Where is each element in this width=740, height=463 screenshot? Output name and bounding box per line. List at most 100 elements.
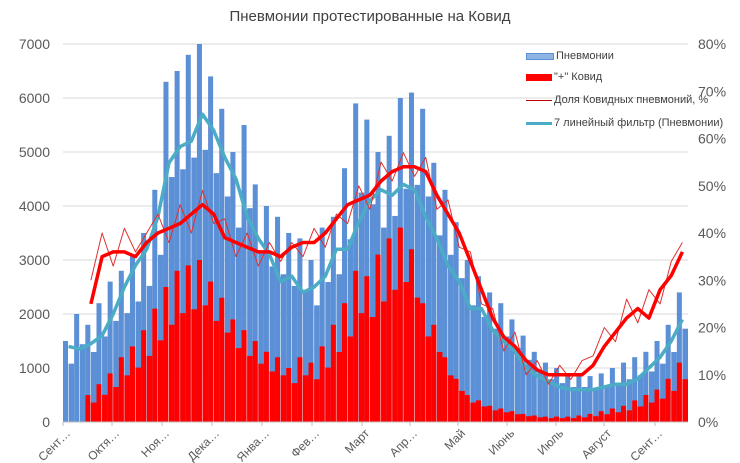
legend-label: Пневмонии — [556, 50, 614, 62]
covid-bar — [475, 400, 481, 422]
pneumonia-bar — [632, 357, 638, 422]
covid-bar — [626, 410, 633, 422]
pneumonia-bar — [291, 285, 298, 422]
left-tick-label: 6000 — [19, 90, 50, 106]
x-tick-label: Октя… — [85, 426, 122, 463]
covid-bar — [520, 413, 526, 422]
covid-bar — [319, 346, 325, 422]
left-tick-label: 1000 — [19, 360, 50, 376]
pneumonia-bar — [325, 282, 331, 422]
covid-bar — [464, 395, 470, 422]
pneumonia-bar — [308, 260, 314, 422]
pneumonia-bar — [230, 152, 236, 422]
right-tick-label: 80% — [698, 36, 726, 52]
covid-bar — [107, 373, 113, 422]
legend-label: 7 линейный фильтр (Пневмонии) — [554, 117, 724, 129]
pneumonia-bar — [152, 189, 158, 422]
covid-bar — [308, 362, 314, 422]
pneumonia-bar — [425, 196, 432, 422]
covid-bar — [291, 383, 298, 422]
covid-bar — [581, 417, 588, 422]
covid-bar — [135, 367, 142, 422]
right-tick-label: 30% — [698, 272, 726, 288]
covid-bar — [542, 416, 548, 422]
covid-bar — [275, 357, 281, 422]
pneumonia-bar — [526, 359, 532, 422]
pneumonia-bar — [559, 383, 566, 422]
pneumonia-bar — [330, 216, 336, 422]
covid-bar — [342, 303, 348, 422]
covid-bar — [559, 418, 566, 422]
covid-bar — [386, 238, 392, 422]
pneumonia-bar — [85, 324, 91, 422]
x-tick-label: Июль — [535, 426, 567, 458]
covid-bar — [498, 408, 504, 422]
pneumonia-bar — [275, 216, 281, 422]
covid-bar — [487, 405, 493, 422]
pneumonia-bar — [621, 362, 627, 422]
pneumonia-bar — [241, 125, 247, 422]
covid-bar — [604, 414, 610, 422]
right-tick-label: 60% — [698, 131, 726, 147]
pneumonia-bar — [498, 303, 504, 422]
pneumonia-bar — [503, 336, 510, 422]
covid-bar — [90, 402, 97, 422]
x-tick-label: Август — [579, 426, 615, 462]
pneumonia-bar — [369, 204, 376, 422]
pneumonia-bar — [258, 250, 264, 422]
covid-bar — [515, 414, 521, 422]
covid-bar — [665, 378, 671, 422]
pneumonia-bar — [637, 375, 644, 422]
pneumonia-bar — [436, 235, 443, 422]
x-tick-label: Июнь — [486, 426, 517, 457]
legend-label: "+" Ковид — [554, 71, 603, 83]
covid-bar — [314, 379, 320, 422]
pneumonia-bar — [96, 303, 102, 422]
covid-bar — [375, 254, 381, 422]
covid-bar — [185, 265, 191, 422]
pneumonia-bar — [448, 254, 454, 422]
x-tick-label: Ноя… — [138, 426, 172, 460]
legend-swatch — [526, 73, 552, 81]
pneumonia-bar — [475, 276, 481, 422]
covid-bar — [219, 297, 225, 422]
pneumonia-bar — [269, 266, 276, 422]
covid-bar — [671, 390, 677, 422]
covid-bar — [96, 384, 102, 422]
pneumonia-bar — [146, 285, 153, 422]
pneumonia-bar — [135, 301, 142, 422]
legend-swatch — [526, 99, 552, 101]
pneumonia-bar — [654, 341, 660, 422]
covid-bar — [425, 336, 432, 422]
pneumonia-bar — [676, 292, 682, 422]
pneumonia-bar — [520, 335, 526, 422]
pneumonia-bar — [453, 222, 459, 422]
covid-bar — [637, 406, 644, 422]
covid-bar — [531, 415, 537, 422]
covid-bar — [397, 227, 403, 422]
right-tick-label: 40% — [698, 225, 726, 241]
x-tick-label: Март — [342, 426, 373, 457]
covid-bar — [163, 287, 169, 422]
pneumonia-bar — [342, 168, 348, 422]
pneumonia-bar — [470, 305, 476, 422]
covid-bar — [191, 309, 197, 422]
pneumonia-bar — [492, 328, 499, 422]
pneumonia-bar — [604, 387, 610, 422]
pneumonia-bar — [358, 192, 365, 422]
covid-bar — [448, 375, 454, 422]
covid-share-smoothed-line — [89, 165, 684, 377]
legend-swatch — [526, 52, 554, 60]
covid-bar — [676, 362, 682, 422]
covid-bar — [643, 395, 649, 422]
covid-bar — [157, 340, 164, 422]
covid-bar — [258, 363, 264, 422]
covid-bar — [102, 394, 108, 422]
covid-bar — [565, 416, 571, 422]
covid-bar — [615, 412, 622, 422]
x-tick-label: Янва… — [234, 426, 272, 463]
pneumonia-bar — [537, 371, 543, 422]
pneumonia-bar — [63, 341, 69, 422]
covid-bar — [180, 313, 186, 422]
